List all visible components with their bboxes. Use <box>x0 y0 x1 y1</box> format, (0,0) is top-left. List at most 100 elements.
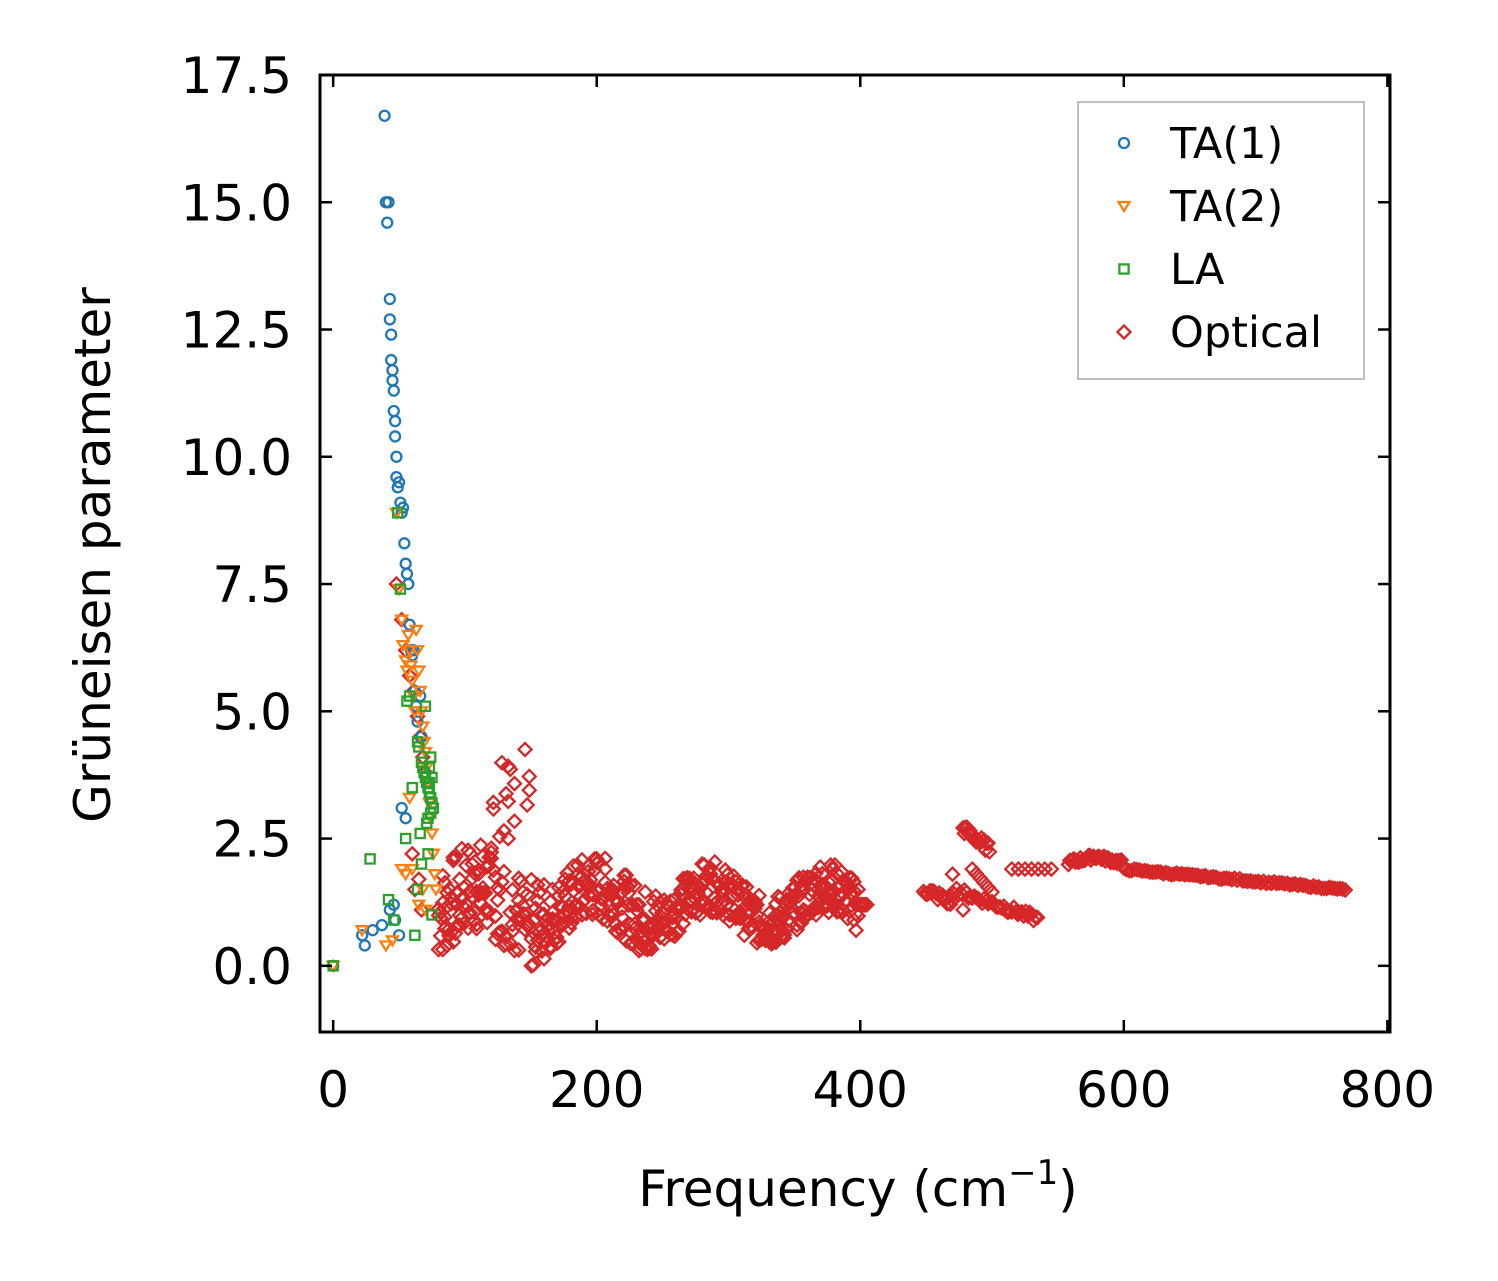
data-point <box>489 892 506 909</box>
data-point <box>850 907 867 925</box>
data-point <box>1331 880 1349 897</box>
data-point <box>414 827 426 840</box>
data-point <box>358 939 371 952</box>
y-tick-label: 0.0 <box>212 938 292 996</box>
data-point <box>354 925 370 938</box>
data-point <box>398 869 414 882</box>
y-tick-label: 5.0 <box>212 683 292 741</box>
data-point <box>411 883 424 896</box>
data-point <box>426 909 438 921</box>
data-point <box>415 858 428 870</box>
series-ta-1- <box>327 109 428 972</box>
data-point <box>1015 907 1032 925</box>
data-point <box>504 923 521 940</box>
data-point <box>383 313 396 326</box>
data-point <box>788 916 806 934</box>
data-point <box>466 865 483 882</box>
y-tick-label: 12.5 <box>181 302 292 360</box>
data-point <box>391 507 404 519</box>
data-point <box>702 866 719 883</box>
data-point <box>395 801 408 815</box>
data-point <box>386 364 399 377</box>
data-point <box>483 844 500 861</box>
data-point <box>385 353 398 367</box>
data-point <box>748 896 766 913</box>
data-point <box>831 902 848 919</box>
data-point <box>399 665 415 678</box>
data-point <box>382 196 395 209</box>
data-point <box>399 557 412 570</box>
data-point <box>729 880 747 898</box>
data-point <box>387 404 400 418</box>
data-point <box>643 940 660 958</box>
data-point <box>514 897 532 914</box>
data-point <box>1337 881 1354 899</box>
data-point <box>381 216 394 229</box>
data-point <box>683 903 700 920</box>
data-point <box>778 921 795 938</box>
data-point <box>408 624 424 638</box>
axes-layer: 0 200 400 600 800 0.0 2.5 5.0 7.5 10.0 12.5 15.0 17.… <box>181 47 1435 1119</box>
data-point <box>392 476 406 489</box>
y-tick-label: 17.5 <box>181 47 292 105</box>
data-point <box>611 921 629 938</box>
data-point <box>427 869 443 882</box>
legend-marker <box>1115 323 1133 341</box>
data-point <box>725 868 742 885</box>
data-point <box>476 885 494 902</box>
data-point <box>519 886 536 903</box>
data-point <box>487 907 504 925</box>
y-tick-label: 2.5 <box>212 811 292 869</box>
data-point <box>394 863 410 877</box>
data-point <box>419 700 432 712</box>
data-point <box>622 876 639 893</box>
data-point <box>970 891 987 908</box>
data-point <box>497 785 515 802</box>
legend: TA(1) TA(2) LA Optical <box>1077 101 1365 380</box>
data-point <box>378 109 391 122</box>
data-point <box>406 781 418 794</box>
data-point <box>510 941 527 959</box>
data-point <box>383 292 396 306</box>
data-point <box>388 914 400 926</box>
data-point <box>506 942 523 959</box>
data-point <box>706 853 723 871</box>
data-point <box>983 883 1001 901</box>
data-point <box>820 874 837 891</box>
data-point <box>698 884 715 901</box>
data-point <box>628 896 645 913</box>
data-point <box>491 828 508 845</box>
data-point <box>457 857 475 874</box>
data-point <box>717 861 734 879</box>
data-point <box>445 933 462 951</box>
data-point <box>493 873 510 890</box>
data-point <box>385 328 398 341</box>
data-point <box>822 856 839 874</box>
data-point <box>847 922 865 939</box>
data-point <box>1036 860 1053 878</box>
data-point <box>1003 860 1020 878</box>
data-point <box>626 877 643 894</box>
data-point <box>535 950 553 967</box>
y-tick-label: 7.5 <box>212 556 292 614</box>
data-point <box>521 768 538 785</box>
data-point <box>415 721 431 734</box>
legend-label: LA <box>1170 245 1225 295</box>
data-point <box>828 865 846 882</box>
legend-marker <box>1118 263 1130 275</box>
data-point <box>402 792 418 806</box>
data-point <box>672 900 690 917</box>
x-tick-label: 400 <box>813 1061 908 1119</box>
data-point <box>382 893 395 906</box>
data-point <box>384 935 401 948</box>
data-point <box>1016 860 1034 878</box>
data-point <box>1107 852 1125 869</box>
data-point <box>502 761 519 778</box>
data-point <box>387 384 400 397</box>
data-point <box>409 929 421 942</box>
data-point <box>426 771 438 784</box>
data-point <box>441 880 458 898</box>
data-point <box>675 915 692 932</box>
data-point <box>740 920 757 937</box>
data-point <box>685 870 702 887</box>
